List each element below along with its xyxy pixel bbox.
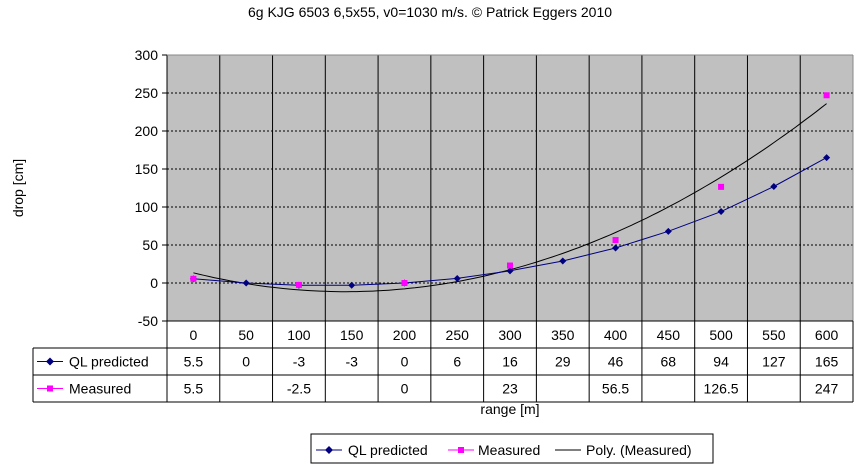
table-cell: 0 [401, 354, 409, 370]
marker-ql-predicted [348, 281, 356, 289]
y-tick-label: -50 [138, 313, 158, 329]
table-cell: 5.5 [184, 354, 204, 370]
x-axis-label: range [m] [480, 401, 539, 417]
marker-measured [190, 275, 197, 282]
x-tick-label: 400 [604, 327, 628, 343]
legend-item-label: Poly. (Measured) [586, 442, 692, 458]
x-tick-label: 550 [762, 327, 786, 343]
marker-ql-predicted [453, 274, 461, 282]
table-cell: 0 [401, 381, 409, 397]
table-cell: 94 [713, 354, 729, 370]
table-cell: 5.5 [184, 381, 204, 397]
table-cell: -3 [345, 354, 358, 370]
x-tick-label: 0 [189, 327, 197, 343]
legend-key-marker [458, 447, 464, 453]
table-legend-key-marker [46, 357, 54, 366]
table-cell: 23 [502, 381, 518, 397]
y-tick-label: 0 [150, 275, 158, 291]
x-tick-label: 350 [551, 327, 575, 343]
marker-ql-predicted [770, 182, 778, 190]
y-tick-label: 100 [135, 199, 159, 215]
marker-measured [718, 183, 725, 190]
table-cell: 16 [502, 354, 518, 370]
x-tick-label: 450 [657, 327, 681, 343]
marker-ql-predicted [717, 208, 725, 216]
x-tick-label: 500 [709, 327, 733, 343]
plot-area [167, 55, 853, 321]
x-tick-label: 250 [446, 327, 470, 343]
table-cell: 46 [608, 354, 624, 370]
y-tick-label: 150 [135, 161, 159, 177]
chart-title: 6g KJG 6503 6,5x55, v0=1030 m/s. © Patri… [248, 4, 612, 20]
marker-ql-predicted [823, 154, 831, 162]
legend: QL predicted Measured Poly. (Measured) [310, 433, 714, 464]
table-cell: 247 [815, 381, 839, 397]
marker-ql-predicted [242, 279, 250, 287]
table-cell: 68 [661, 354, 677, 370]
y-axis-label: drop [cm] [10, 159, 26, 217]
table-cell: -3 [293, 354, 306, 370]
marker-measured [612, 237, 619, 244]
legend-box [310, 433, 714, 464]
marker-measured [823, 92, 830, 99]
x-tick-label: 200 [393, 327, 417, 343]
table-row-label: Measured [69, 381, 131, 397]
series-markers [189, 92, 831, 289]
y-tick-label: 300 [135, 47, 159, 63]
table-cell: 127 [762, 354, 786, 370]
table-cell: 126.5 [704, 381, 739, 397]
x-tick-label: 150 [340, 327, 364, 343]
table-cell: -2.5 [287, 381, 311, 397]
y-axis: -50 0 50 100 150 200 250 300 [135, 47, 854, 329]
table-cell: 6 [453, 354, 461, 370]
table-cell: 29 [555, 354, 571, 370]
marker-measured [295, 281, 302, 288]
x-tick-label: 100 [287, 327, 311, 343]
y-tick-label: 200 [135, 123, 159, 139]
marker-measured [507, 262, 513, 269]
y-tick-label: 250 [135, 85, 159, 101]
legend-key-marker [325, 446, 333, 454]
gridlines-vertical [219, 55, 801, 321]
x-tick-label: 600 [815, 327, 839, 343]
marker-ql-predicted [506, 267, 514, 275]
legend-item-label: Measured [478, 442, 540, 458]
table-legend-key-marker [47, 385, 53, 392]
table-cell: 165 [815, 354, 839, 370]
marker-ql-predicted [664, 227, 672, 235]
legend-item-label: QL predicted [348, 442, 428, 458]
marker-measured [401, 280, 408, 286]
marker-ql-predicted [559, 257, 567, 265]
x-tick-label: 50 [238, 327, 254, 343]
table-cell: 0 [242, 354, 250, 370]
x-tick-label: 300 [498, 327, 522, 343]
y-tick-label: 50 [142, 237, 158, 253]
table-row-label: QL predicted [69, 354, 149, 370]
table-cell: 56.5 [602, 381, 629, 397]
marker-ql-predicted [612, 244, 620, 252]
